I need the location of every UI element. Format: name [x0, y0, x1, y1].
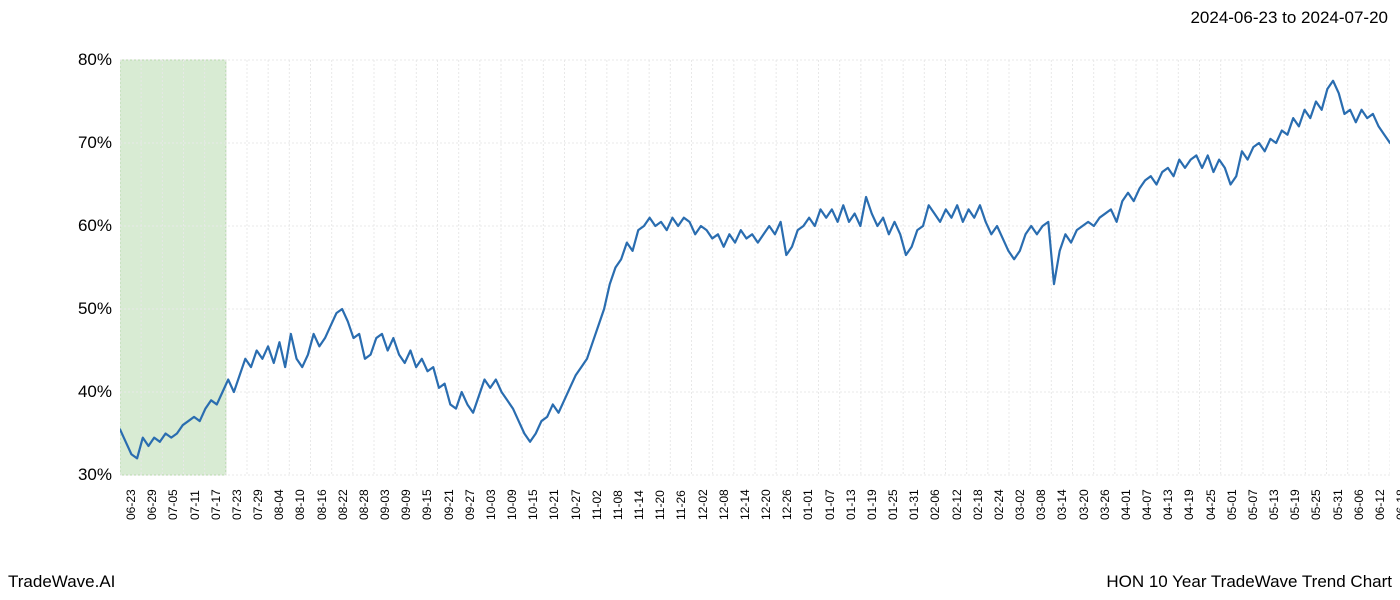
x-tick-label: 02-18	[971, 489, 985, 520]
x-tick-label: 04-07	[1140, 489, 1154, 520]
x-tick-label: 01-31	[907, 489, 921, 520]
x-tick-label: 06-12	[1373, 489, 1387, 520]
x-tick-label: 11-08	[611, 490, 625, 520]
x-tick-label: 10-21	[547, 489, 561, 520]
chart-svg	[120, 55, 1390, 480]
y-tick-label: 50%	[78, 299, 112, 319]
x-tick-label: 05-13	[1267, 489, 1281, 520]
x-tick-label: 07-23	[230, 489, 244, 520]
x-tick-label: 04-25	[1204, 489, 1218, 520]
y-tick-label: 40%	[78, 382, 112, 402]
x-tick-label: 08-16	[315, 489, 329, 520]
x-tick-label: 07-05	[166, 489, 180, 520]
x-tick-label: 02-12	[950, 489, 964, 520]
x-tick-label: 09-27	[463, 489, 477, 520]
y-tick-label: 30%	[78, 465, 112, 485]
x-tick-label: 01-25	[886, 489, 900, 520]
x-tick-label: 04-13	[1161, 489, 1175, 520]
x-tick-label: 01-19	[865, 489, 879, 520]
x-tick-label: 06-18	[1394, 489, 1400, 520]
x-tick-label: 05-25	[1309, 489, 1323, 520]
x-tick-label: 07-11	[188, 490, 202, 520]
y-tick-label: 60%	[78, 216, 112, 236]
x-tick-label: 03-08	[1034, 489, 1048, 520]
x-tick-label: 11-14	[632, 490, 646, 520]
x-tick-label: 08-22	[336, 489, 350, 520]
x-tick-label: 09-21	[442, 489, 456, 520]
x-tick-label: 11-20	[653, 490, 667, 520]
chart-title: HON 10 Year TradeWave Trend Chart	[1106, 572, 1392, 592]
x-tick-label: 05-07	[1246, 489, 1260, 520]
x-tick-label: 01-13	[844, 489, 858, 520]
date-range-label: 2024-06-23 to 2024-07-20	[1190, 8, 1388, 28]
trend-chart: 30%40%50%60%70%80% 06-2306-2907-0507-110…	[120, 55, 1390, 480]
x-tick-label: 01-07	[823, 489, 837, 520]
x-tick-label: 10-27	[569, 489, 583, 520]
x-tick-label: 07-17	[209, 489, 223, 520]
x-tick-label: 12-20	[759, 489, 773, 520]
x-tick-label: 03-14	[1055, 489, 1069, 520]
x-tick-label: 05-01	[1225, 489, 1239, 520]
x-tick-label: 12-14	[738, 489, 752, 520]
x-tick-label: 03-20	[1077, 489, 1091, 520]
y-tick-label: 80%	[78, 50, 112, 70]
x-tick-label: 09-15	[420, 489, 434, 520]
x-tick-label: 09-03	[378, 489, 392, 520]
x-tick-label: 04-19	[1182, 489, 1196, 520]
x-tick-label: 11-26	[674, 490, 688, 520]
x-tick-label: 09-09	[399, 489, 413, 520]
x-tick-label: 06-29	[145, 489, 159, 520]
x-tick-label: 02-24	[992, 489, 1006, 520]
x-tick-label: 11-02	[590, 490, 604, 520]
x-tick-label: 03-02	[1013, 489, 1027, 520]
x-tick-label: 12-26	[780, 489, 794, 520]
x-tick-label: 03-26	[1098, 489, 1112, 520]
y-tick-label: 70%	[78, 133, 112, 153]
x-tick-label: 10-09	[505, 489, 519, 520]
x-tick-label: 08-28	[357, 489, 371, 520]
x-tick-label: 02-06	[928, 489, 942, 520]
x-tick-label: 05-19	[1288, 489, 1302, 520]
x-tick-label: 08-04	[272, 489, 286, 520]
x-tick-label: 10-03	[484, 489, 498, 520]
x-tick-label: 06-23	[124, 489, 138, 520]
x-tick-label: 12-08	[717, 489, 731, 520]
x-tick-label: 05-31	[1331, 489, 1345, 520]
x-tick-label: 10-15	[526, 489, 540, 520]
x-tick-label: 08-10	[293, 489, 307, 520]
x-tick-label: 06-06	[1352, 489, 1366, 520]
x-tick-label: 12-02	[696, 489, 710, 520]
x-tick-label: 07-29	[251, 489, 265, 520]
brand-label: TradeWave.AI	[8, 572, 115, 592]
x-tick-label: 01-01	[801, 489, 815, 520]
x-tick-label: 04-01	[1119, 489, 1133, 520]
